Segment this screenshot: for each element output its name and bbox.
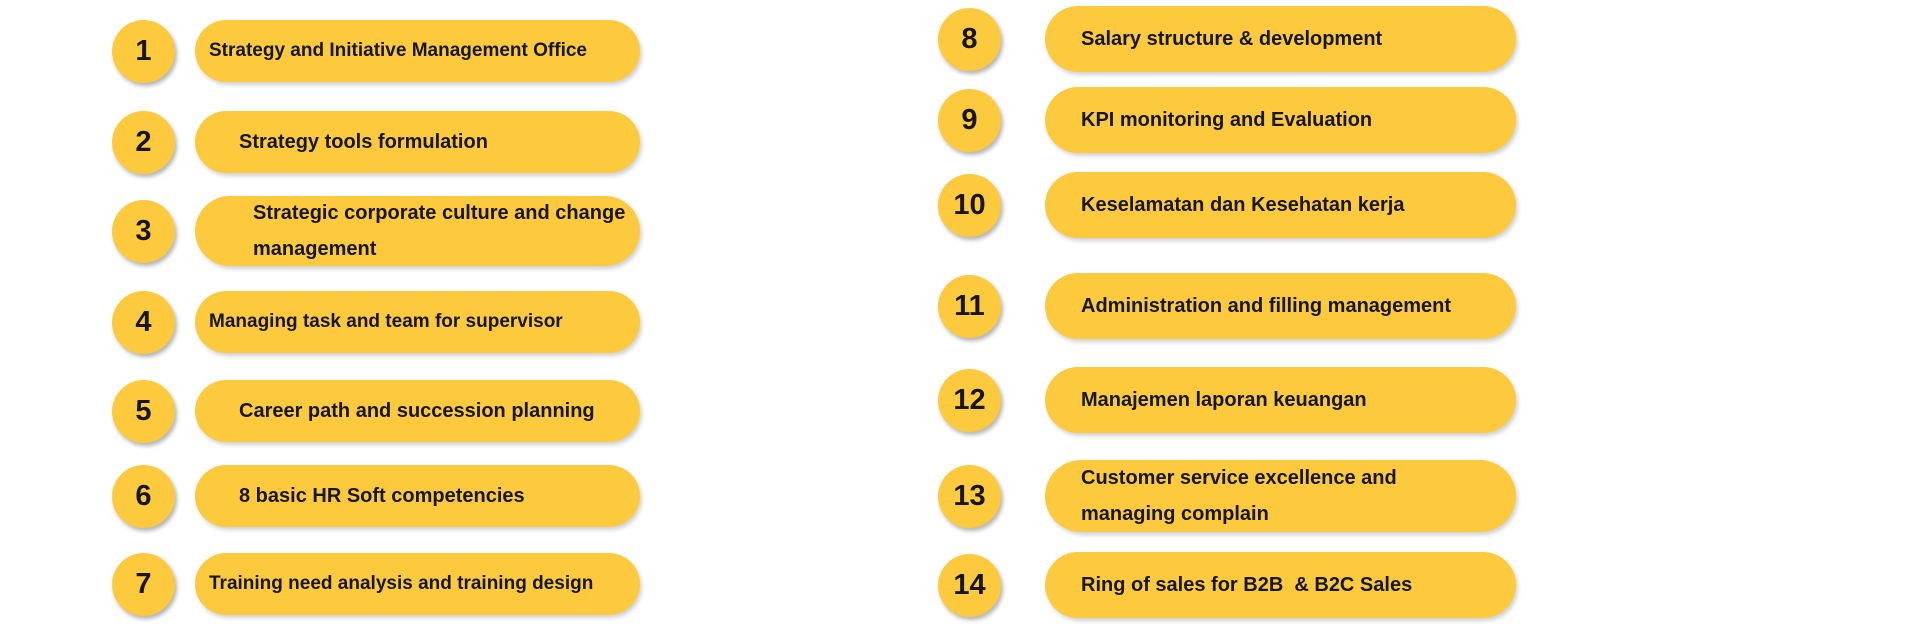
item-number: 9 (961, 103, 978, 136)
number-badge: 5 (112, 379, 175, 443)
number-badge: 10 (938, 173, 1001, 237)
topic-pill: Strategic corporate culture and change ma… (195, 196, 640, 266)
topic-label: Training need analysis and training desi… (209, 573, 594, 594)
topic-pill: Keselamatan dan Kesehatan kerja (1045, 172, 1516, 238)
item-number: 12 (953, 383, 986, 416)
list-item: 14 Ring of sales for B2B & B2C Sales (938, 552, 1516, 618)
topic-label: Customer service excellence and (1081, 467, 1397, 489)
list-item: 5 Career path and succession planning (112, 379, 640, 443)
topic-pill: Manajemen laporan keuangan (1045, 367, 1516, 433)
topic-label: Salary structure & development (1081, 28, 1383, 50)
number-badge: 3 (112, 199, 175, 263)
list-item: 3 Strategic corporate culture and change… (112, 196, 640, 266)
topic-label: management (253, 238, 377, 260)
number-badge: 13 (938, 464, 1001, 528)
item-number: 13 (953, 479, 986, 512)
topic-pill: KPI monitoring and Evaluation (1045, 87, 1516, 153)
number-badge: 6 (112, 464, 175, 528)
topic-label: Strategy and Initiative Management Offic… (209, 40, 587, 61)
topic-label: Ring of sales for B2B & B2C Sales (1081, 574, 1413, 596)
list-item: 4 Managing task and team for supervisor (112, 290, 640, 354)
list-item: 7 Training need analysis and training de… (112, 552, 640, 616)
item-number: 8 (961, 22, 978, 55)
topic-pill: Career path and succession planning (195, 380, 640, 442)
topic-pill: Training need analysis and training desi… (195, 553, 640, 615)
topic-label: Strategic corporate culture and change (253, 202, 626, 224)
number-badge: 14 (938, 553, 1001, 617)
item-number: 5 (135, 394, 152, 427)
item-number: 11 (954, 289, 985, 322)
topic-label: Managing task and team for supervisor (209, 311, 563, 332)
list-item: 6 8 basic HR Soft competencies (112, 464, 640, 528)
topic-label: KPI monitoring and Evaluation (1081, 109, 1373, 131)
list-item: 2 Strategy tools formulation (112, 110, 640, 174)
list-item: 8 Salary structure & development (938, 6, 1516, 72)
topic-label: Manajemen laporan keuangan (1081, 389, 1367, 411)
list-item: 13 Customer service excellence and managi… (938, 460, 1516, 532)
number-badge: 9 (938, 88, 1001, 152)
list-item: 1 Strategy and Initiative Management Off… (112, 19, 640, 83)
item-number: 10 (953, 188, 986, 221)
number-badge: 1 (112, 19, 175, 83)
item-number: 6 (135, 479, 152, 512)
number-badge: 7 (112, 552, 175, 616)
topic-label: 8 basic HR Soft competencies (239, 485, 525, 507)
topic-label: Strategy tools formulation (239, 131, 488, 153)
list-item: 11 Administration and filling management (938, 273, 1516, 339)
item-number: 4 (135, 305, 152, 338)
item-number: 2 (135, 125, 152, 158)
list-item: 12 Manajemen laporan keuangan (938, 367, 1516, 433)
number-badge: 4 (112, 290, 175, 354)
topic-label: Administration and filling management (1081, 295, 1452, 317)
topic-pill: Administration and filling management (1045, 273, 1516, 339)
item-number: 14 (953, 568, 986, 601)
list-item: 9 KPI monitoring and Evaluation (938, 87, 1516, 153)
topic-label: Career path and succession planning (239, 400, 595, 422)
topic-pill: Salary structure & development (1045, 6, 1516, 72)
number-badge: 12 (938, 368, 1001, 432)
topic-pill: Customer service excellence and managing … (1045, 460, 1516, 532)
number-badge: 8 (938, 7, 1001, 71)
topic-label: managing complain (1081, 503, 1269, 525)
number-badge: 2 (112, 110, 175, 174)
topic-pill: Strategy tools formulation (195, 111, 640, 173)
list-item: 10 Keselamatan dan Kesehatan kerja (938, 172, 1516, 238)
topic-pill: 8 basic HR Soft competencies (195, 465, 640, 527)
topic-label: Keselamatan dan Kesehatan kerja (1081, 194, 1405, 216)
item-number: 1 (135, 34, 152, 67)
topic-pill: Strategy and Initiative Management Offic… (195, 20, 640, 82)
item-number: 7 (135, 567, 152, 600)
topic-pill: Managing task and team for supervisor (195, 291, 640, 353)
item-number: 3 (135, 214, 152, 247)
number-badge: 11 (938, 274, 1001, 338)
topic-pill: Ring of sales for B2B & B2C Sales (1045, 552, 1516, 618)
